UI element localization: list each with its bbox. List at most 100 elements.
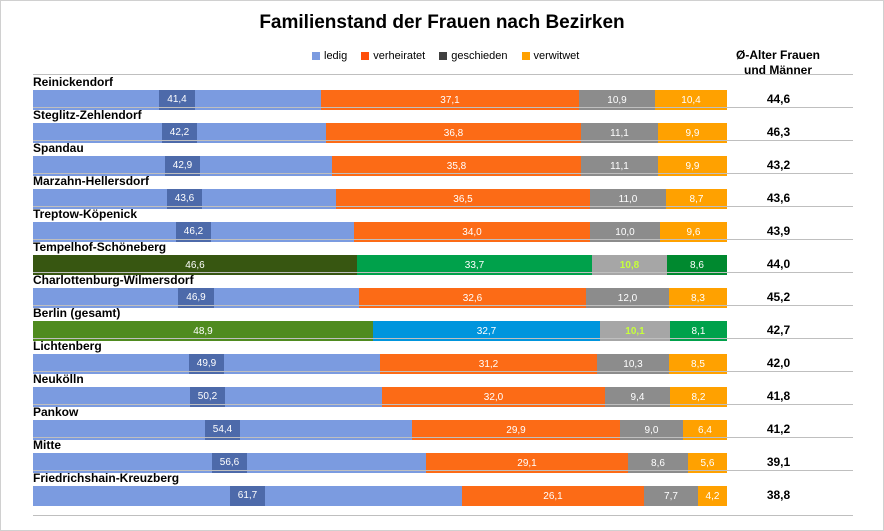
bar-segment-geschieden: 10,3 xyxy=(597,354,669,374)
bar-segment-verwitwet: 9,6 xyxy=(660,222,727,242)
bar-segment-geschieden: 7,7 xyxy=(644,486,698,506)
bar-row: Tempelhof-Schöneberg 46,6 33,7 10,8 8,6 44,0 xyxy=(33,239,853,275)
data-label: 10,0 xyxy=(615,226,635,238)
row-label: Charlottenburg-Wilmersdorf xyxy=(33,273,194,287)
bar-segment-ledig: 46,9 xyxy=(33,288,359,308)
row-divider xyxy=(33,173,853,174)
avg-age-value: 39,1 xyxy=(766,455,791,469)
row-label: Tempelhof-Schöneberg xyxy=(33,240,167,254)
data-label: 56,6 xyxy=(211,453,248,473)
bar-segment-verwitwet: 8,6 xyxy=(667,255,727,275)
stacked-bar: 46,6 33,7 10,8 8,6 xyxy=(33,255,727,275)
stacked-bar: 46,2 34,0 10,0 9,6 xyxy=(33,222,727,242)
bar-segment-verwitwet: 9,9 xyxy=(658,123,727,143)
bar-row: Neukölln 50,2 32,0 9,4 8,2 41,8 xyxy=(33,371,853,407)
data-label: 8,1 xyxy=(691,325,706,337)
bar-segment-geschieden: 11,1 xyxy=(581,156,658,176)
avg-age-value: 45,2 xyxy=(766,290,791,304)
data-label: 48,9 xyxy=(193,325,213,337)
legend-swatch xyxy=(361,52,370,60)
bar-segment-verheiratet: 34,0 xyxy=(354,222,590,242)
bar-segment-verheiratet: 37,1 xyxy=(321,90,579,110)
data-label: 11,1 xyxy=(610,160,629,172)
avg-age-value: 38,8 xyxy=(766,488,791,502)
data-label: 9,4 xyxy=(630,391,645,403)
row-label: Marzahn-Hellersdorf xyxy=(33,174,150,188)
bar-segment-ledig: 56,6 xyxy=(33,453,426,473)
bar-row: Friedrichshain-Kreuzberg 61,7 26,1 7,7 4,2 38… xyxy=(33,470,853,506)
data-label: 12,0 xyxy=(617,292,638,304)
stacked-bar: 50,2 32,0 9,4 8,2 xyxy=(33,387,727,407)
legend-item-verheiratet: verheiratet xyxy=(361,50,425,62)
bar-segment-verwitwet: 4,2 xyxy=(698,486,727,506)
bar-segment-verheiratet: 29,9 xyxy=(412,420,620,440)
data-label: 41,4 xyxy=(159,90,195,110)
avg-age-header: Ø-Alter Frauen und Männer xyxy=(735,48,820,77)
bar-segment-ledig: 50,2 xyxy=(33,387,382,407)
data-label: 8,6 xyxy=(651,457,665,469)
bar-segment-verheiratet: 29,1 xyxy=(426,453,628,473)
data-label: 46,2 xyxy=(175,222,212,242)
row-divider xyxy=(33,371,853,372)
data-label: 5,6 xyxy=(700,457,715,469)
bar-segment-geschieden: 10,1 xyxy=(600,321,670,341)
data-label: 6,4 xyxy=(698,424,712,436)
bar-segment-ledig: 41,4 xyxy=(33,90,321,110)
legend-label: verwitwet xyxy=(533,50,580,62)
bar-segment-ledig: 42,2 xyxy=(33,123,326,143)
bar-segment-ledig: 42,9 xyxy=(33,156,332,176)
bar-segment-ledig: 49,9 xyxy=(33,354,380,374)
chart-bottom-line xyxy=(33,515,853,516)
bar-segment-verheiratet: 35,8 xyxy=(332,156,581,176)
bar-row: Spandau 42,9 35,8 11,1 9,9 43,2 xyxy=(33,140,853,176)
bar-segment-ledig: 46,2 xyxy=(33,222,354,242)
data-label: 50,2 xyxy=(189,387,226,407)
row-divider xyxy=(33,107,853,108)
data-label: 29,9 xyxy=(506,424,526,436)
row-label: Reinickendorf xyxy=(33,75,114,89)
legend-label: geschieden xyxy=(451,50,508,62)
data-label: 32,6 xyxy=(462,292,483,304)
row-divider xyxy=(33,206,853,207)
bar-segment-verheiratet: 32,7 xyxy=(373,321,600,341)
bar-segment-verheiratet: 32,6 xyxy=(359,288,586,308)
bar-row: Lichtenberg 49,9 31,2 10,3 8,5 42,0 xyxy=(33,338,853,374)
row-label: Spandau xyxy=(33,141,84,155)
avg-age-value: 42,7 xyxy=(766,323,791,337)
bar-row: Berlin (gesamt) 48,9 32,7 10,1 8,1 42,7 xyxy=(33,305,853,341)
bar-row: Treptow-Köpenick 46,2 34,0 10,0 9,6 43,9 xyxy=(33,206,853,242)
stacked-bar: 54,4 29,9 9,0 6,4 xyxy=(33,420,727,440)
bar-segment-verheiratet: 36,8 xyxy=(326,123,581,143)
row-divider xyxy=(33,140,853,141)
row-label: Mitte xyxy=(33,438,61,452)
data-label: 36,5 xyxy=(453,193,473,205)
bar-segment-verheiratet: 36,5 xyxy=(336,189,590,209)
bar-row: Steglitz-Zehlendorf 42,2 36,8 11,1 9,9 46,3 xyxy=(33,107,853,143)
data-label: 10,9 xyxy=(607,94,627,106)
bar-segment-verheiratet: 32,0 xyxy=(382,387,605,407)
avg-age-value: 41,2 xyxy=(766,422,791,436)
data-label: 10,8 xyxy=(619,259,640,271)
data-label: 42,9 xyxy=(164,156,201,176)
data-label: 8,5 xyxy=(691,358,705,370)
data-label: 61,7 xyxy=(229,486,266,506)
bar-segment-ledig: 48,9 xyxy=(33,321,373,341)
data-label: 10,4 xyxy=(681,94,701,106)
bar-segment-verwitwet: 6,4 xyxy=(683,420,727,440)
bar-segment-geschieden: 10,8 xyxy=(592,255,667,275)
row-label: Friedrichshain-Kreuzberg xyxy=(33,471,180,485)
avg-age-value: 43,9 xyxy=(766,224,791,238)
legend-item-verwitwet: verwitwet xyxy=(521,50,580,62)
avg-age-value: 44,0 xyxy=(766,257,791,271)
legend-label: verheiratet xyxy=(373,50,426,62)
bar-segment-verwitwet: 8,5 xyxy=(669,354,727,374)
bar-segment-verwitwet: 8,1 xyxy=(670,321,727,341)
bar-segment-ledig: 61,7 xyxy=(33,486,462,506)
avg-age-value: 44,6 xyxy=(766,92,791,106)
avg-age-value: 41,8 xyxy=(766,389,791,403)
stacked-bar: 49,9 31,2 10,3 8,5 xyxy=(33,354,727,374)
avg-age-value: 43,2 xyxy=(766,158,791,172)
avg-age-value: 43,6 xyxy=(766,191,791,205)
data-label: 32,7 xyxy=(476,325,497,337)
bar-row: Mitte 56,6 29,1 8,6 5,6 39,1 xyxy=(33,437,853,473)
